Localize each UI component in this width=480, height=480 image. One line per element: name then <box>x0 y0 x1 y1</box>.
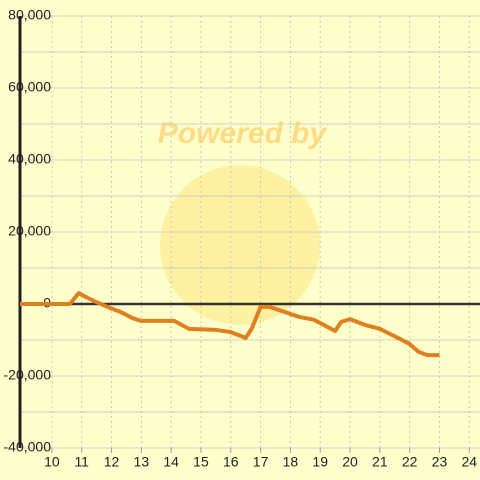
y-tick-label: 60,000 <box>8 79 51 95</box>
x-tick-label: 12 <box>104 454 120 470</box>
x-tick-label: 24 <box>461 454 477 470</box>
x-tick-label: 22 <box>402 454 418 470</box>
watermark: Powered by <box>158 117 328 325</box>
x-tick-label: 15 <box>193 454 209 470</box>
x-tick-label: 16 <box>223 454 239 470</box>
watermark-logo <box>160 165 320 325</box>
x-tick-label: 19 <box>312 454 328 470</box>
x-tick-label: 17 <box>253 454 269 470</box>
x-tick-label: 14 <box>163 454 179 470</box>
x-tick-label: 23 <box>432 454 448 470</box>
x-tick-label: 18 <box>283 454 299 470</box>
y-tick-label: 40,000 <box>8 151 51 167</box>
x-tick-label: 10 <box>44 454 60 470</box>
x-tick-label: 13 <box>134 454 150 470</box>
watermark-text: Powered by <box>158 117 328 150</box>
y-tick-label: 80,000 <box>8 7 51 23</box>
y-tick-label: 20,000 <box>8 223 51 239</box>
x-tick-label: 11 <box>74 454 89 470</box>
x-tick-label: 21 <box>372 454 388 470</box>
line <box>20 291 440 358</box>
x-tick-label: 20 <box>342 454 358 470</box>
y-tick-label: -40,000 <box>4 439 52 455</box>
y-tick-label: -20,000 <box>4 367 52 383</box>
